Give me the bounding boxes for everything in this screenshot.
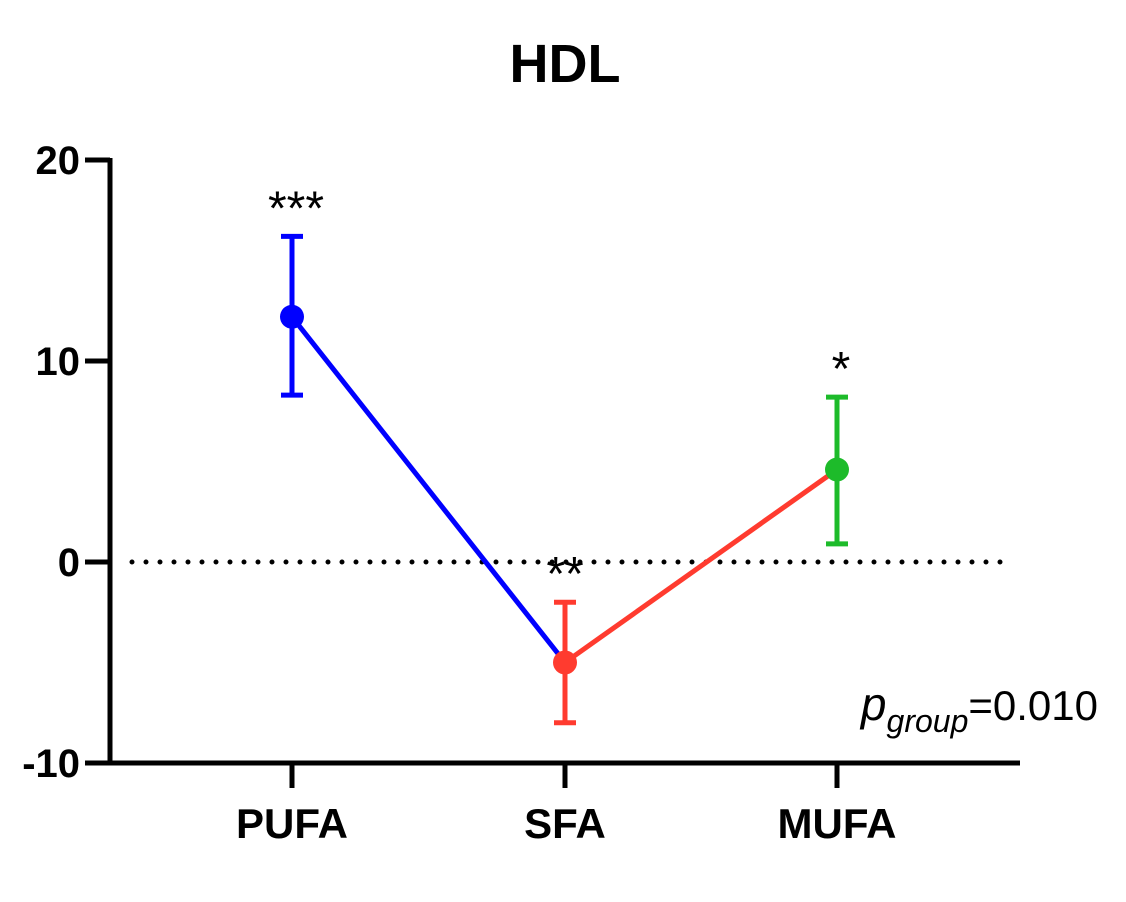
plot-area — [129, 233, 1008, 726]
series-line-segment — [290, 315, 567, 665]
y-tick-label: 20 — [36, 139, 81, 183]
significance-marker: *** — [268, 182, 324, 235]
chart-title: HDL — [510, 34, 621, 94]
data-point — [553, 650, 577, 675]
p-symbol: p — [859, 678, 887, 730]
y-tick-label: 10 — [36, 340, 81, 384]
x-tick-label: MUFA — [778, 800, 897, 847]
significance-marker: ** — [546, 548, 583, 601]
y-tick-label: 0 — [58, 541, 80, 585]
data-point — [280, 304, 304, 329]
x-tick-label: SFA — [524, 800, 606, 847]
x-tick-label: PUFA — [236, 800, 348, 847]
p-group-annotation: pgroup=0.010 — [859, 678, 1098, 739]
series-line-segment — [563, 467, 839, 665]
p-value: =0.010 — [968, 682, 1098, 729]
p-subscript: group — [887, 703, 969, 739]
axes — [85, 157, 1020, 788]
data-point — [825, 457, 849, 482]
y-tick-label: -10 — [22, 742, 80, 786]
significance-marker: * — [832, 343, 851, 396]
